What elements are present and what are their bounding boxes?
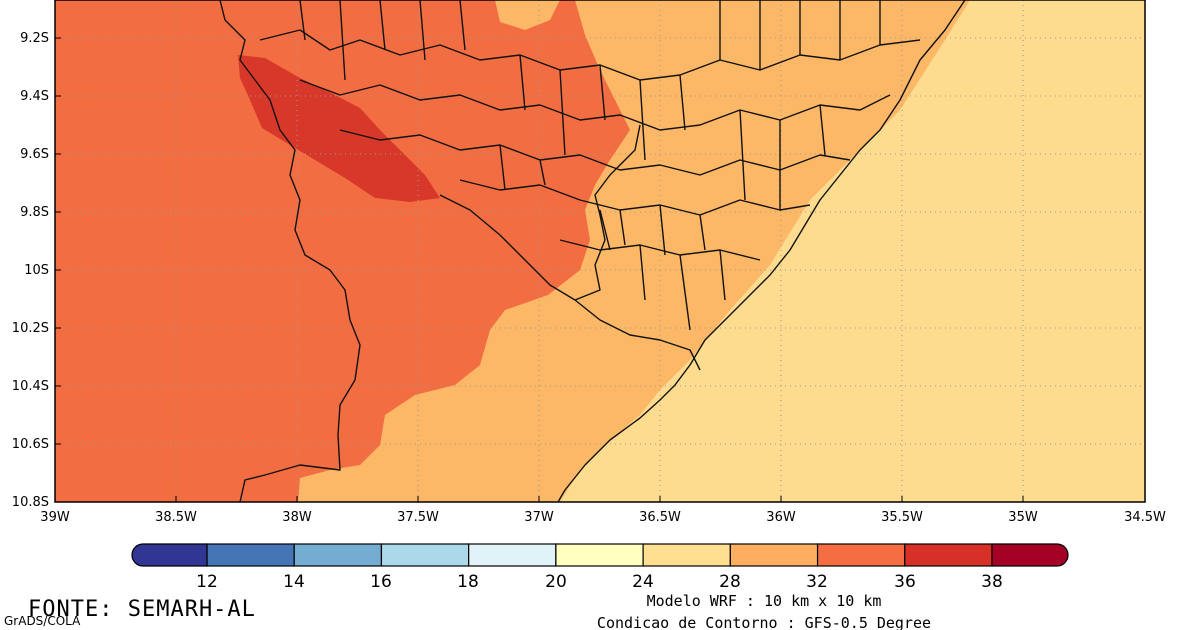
map-frame (54, 0, 1146, 503)
lat-label: 10.8S (12, 495, 49, 510)
colorbar-label: 20 (545, 572, 567, 592)
colorbar-label: 14 (283, 572, 305, 592)
lon-label: 37W (524, 510, 554, 525)
colorbar-cell (555, 543, 644, 567)
colorbar-label: 32 (806, 572, 828, 592)
colorbar-cell (642, 543, 731, 567)
grads-credit: GrADS/COLA (4, 614, 81, 628)
colorbar-right-cap (991, 543, 1069, 567)
colorbar-cells (206, 543, 993, 567)
lon-label: 34.5W (1124, 510, 1166, 525)
municipal-borders-5 (559, 239, 761, 261)
colorbar-label: 28 (719, 572, 741, 592)
colorbar-label: 18 (457, 572, 479, 592)
colorbar-cell (293, 543, 383, 567)
colorbar-cell (380, 543, 470, 567)
colorbar-cell (468, 543, 557, 567)
colorbar: 12 14 16 18 20 24 28 32 36 38 (131, 543, 1069, 592)
lat-label: 10.2S (12, 321, 49, 336)
colorbar-cell (904, 543, 993, 567)
latitude-axis: 9.2S 9.4S 9.6S 9.8S 10S 10.2S 10.4S 10.6… (12, 31, 61, 510)
colorbar-label: 12 (196, 572, 218, 592)
lat-label: 10.4S (12, 379, 49, 394)
source-label: FONTE: SEMARH-AL (28, 597, 256, 622)
municipal-borders-2 (299, 79, 891, 131)
lat-label: 10S (24, 263, 49, 278)
colorbar-label: 36 (894, 572, 916, 592)
municipal-borders-3 (339, 129, 851, 176)
field-28-32-blob (495, 0, 560, 30)
lon-label: 36.5W (639, 510, 681, 525)
lat-label: 9.6S (20, 147, 49, 162)
lon-label: 36W (766, 510, 796, 525)
colorbar-label: 24 (632, 572, 654, 592)
longitude-axis: 39W 38.5W 38W 37.5W 37W 36.5W 36W 35.5W … (40, 496, 1166, 525)
colorbar-label: 16 (370, 572, 392, 592)
lat-label: 9.4S (20, 89, 49, 104)
municipal-borders-4 (459, 179, 811, 216)
field-32-36 (55, 0, 630, 502)
model-info-line2: Condicao de Contorno : GFS-0.5 Degree (597, 614, 931, 630)
lon-label: 35.5W (881, 510, 923, 525)
lat-label: 9.2S (20, 31, 49, 46)
colorbar-cell (206, 543, 295, 567)
state-border-west (219, 0, 361, 502)
colorbar-left-cap (131, 543, 208, 567)
model-info-line1: Modelo WRF : 10 km x 10 km (647, 592, 882, 610)
map-plot-area (55, 0, 1145, 502)
lon-label: 35W (1008, 510, 1038, 525)
colorbar-label: 38 (981, 572, 1003, 592)
municipal-borders-6 (574, 299, 701, 371)
map-gridlines (55, 0, 1145, 502)
lon-label: 39W (40, 510, 70, 525)
colorbar-cell (816, 543, 906, 567)
lat-label: 10.6S (12, 437, 49, 452)
state-border-se (439, 124, 641, 301)
lon-label: 37.5W (397, 510, 439, 525)
lat-label: 9.8S (20, 205, 49, 220)
political-borders (219, 0, 966, 502)
municipal-borders-1 (259, 29, 921, 81)
colorbar-cell (729, 543, 819, 567)
coastline (557, 0, 966, 502)
municipal-borders-v (299, 0, 881, 331)
lon-label: 38W (282, 510, 312, 525)
lon-label: 38.5W (155, 510, 197, 525)
field-36-38 (238, 55, 440, 202)
